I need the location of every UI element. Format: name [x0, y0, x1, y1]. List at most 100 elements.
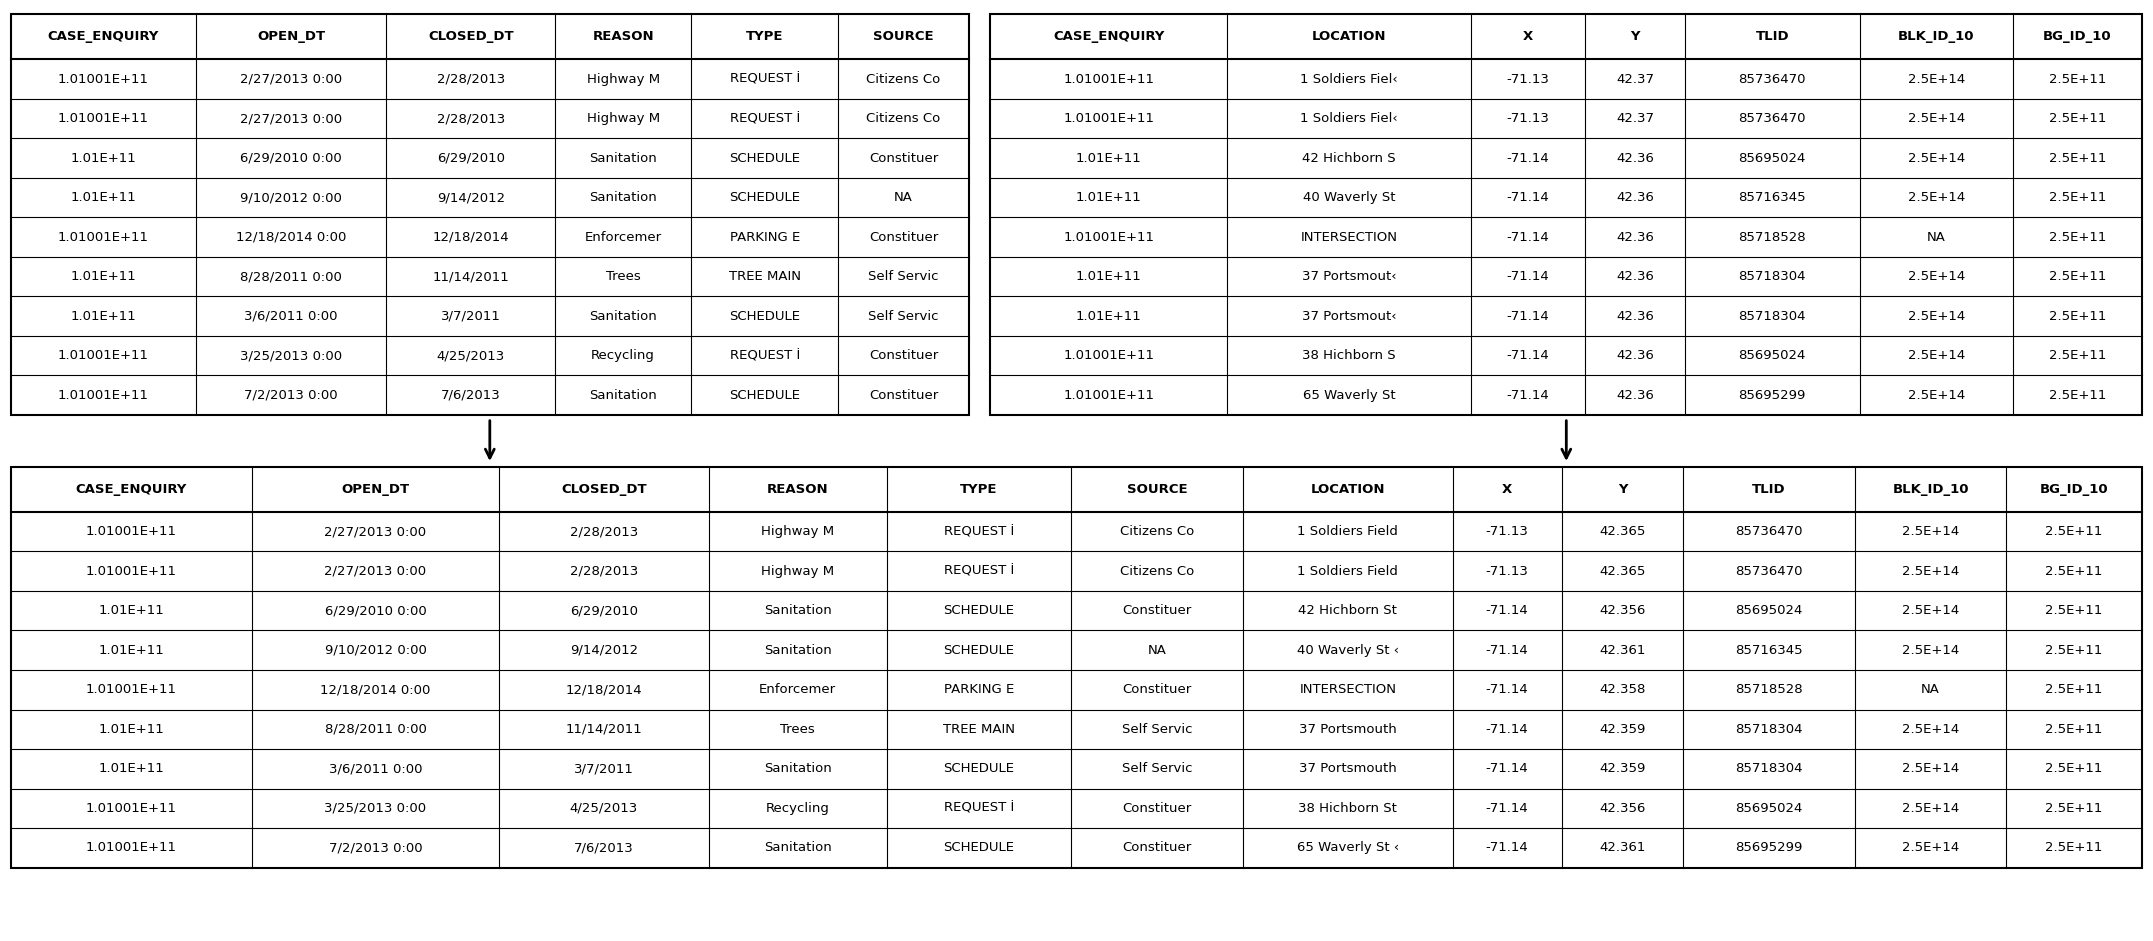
Text: -71.14: -71.14	[1507, 349, 1550, 362]
Text: 85716345: 85716345	[1735, 644, 1802, 657]
Text: 1.01E+11: 1.01E+11	[1076, 270, 1141, 283]
Text: Constituer: Constituer	[1122, 841, 1193, 854]
Text: Constituer: Constituer	[1122, 802, 1193, 815]
Text: BG_ID_10: BG_ID_10	[2043, 30, 2112, 43]
Text: CASE_ENQUIRY: CASE_ENQUIRY	[75, 483, 187, 496]
Text: 1.01E+11: 1.01E+11	[99, 723, 164, 736]
Text: 2/28/2013: 2/28/2013	[571, 565, 637, 578]
Text: SOURCE: SOURCE	[1126, 483, 1188, 496]
Text: 6/29/2010: 6/29/2010	[571, 604, 637, 617]
Text: 2/28/2013: 2/28/2013	[571, 525, 637, 538]
Text: LOCATION: LOCATION	[1311, 483, 1384, 496]
Text: NA: NA	[893, 191, 913, 204]
Text: LOCATION: LOCATION	[1311, 30, 1387, 43]
Bar	[11, 14, 969, 415]
Text: TLID: TLID	[1755, 30, 1789, 43]
Text: 1.01001E+11: 1.01001E+11	[1064, 72, 1154, 86]
Text: REASON: REASON	[592, 30, 655, 43]
Text: 2.5E+11: 2.5E+11	[2050, 310, 2106, 323]
Text: SCHEDULE: SCHEDULE	[730, 389, 801, 402]
Text: 1.01E+11: 1.01E+11	[1076, 310, 1141, 323]
Bar	[990, 14, 2142, 415]
Text: 85716345: 85716345	[1737, 191, 1806, 204]
Text: 42.365: 42.365	[1600, 565, 1645, 578]
Text: 6/29/2010 0:00: 6/29/2010 0:00	[241, 152, 342, 165]
Text: 2/27/2013 0:00: 2/27/2013 0:00	[325, 565, 426, 578]
Text: 9/10/2012 0:00: 9/10/2012 0:00	[325, 644, 426, 657]
Text: -71.14: -71.14	[1486, 802, 1529, 815]
Text: Constituer: Constituer	[870, 389, 939, 402]
Text: 85736470: 85736470	[1737, 112, 1806, 125]
Text: 1.01001E+11: 1.01001E+11	[1064, 112, 1154, 125]
Text: 85718528: 85718528	[1737, 231, 1806, 244]
Text: Self Servic: Self Servic	[1122, 723, 1193, 736]
Text: 2/27/2013 0:00: 2/27/2013 0:00	[239, 72, 342, 86]
Text: 42.36: 42.36	[1617, 349, 1654, 362]
Text: 3/25/2013 0:00: 3/25/2013 0:00	[239, 349, 342, 362]
Text: 85718304: 85718304	[1735, 762, 1802, 775]
Text: 2.5E+11: 2.5E+11	[2045, 565, 2103, 578]
Text: 9/14/2012: 9/14/2012	[437, 191, 504, 204]
Text: 2.5E+11: 2.5E+11	[2050, 270, 2106, 283]
Text: 2.5E+14: 2.5E+14	[1908, 152, 1966, 165]
Text: OPEN_DT: OPEN_DT	[342, 483, 409, 496]
Text: 3/25/2013 0:00: 3/25/2013 0:00	[325, 802, 426, 815]
Text: Constituer: Constituer	[870, 152, 939, 165]
Text: -71.14: -71.14	[1507, 270, 1550, 283]
Text: 2.5E+14: 2.5E+14	[1908, 270, 1966, 283]
Text: 85695024: 85695024	[1740, 152, 1806, 165]
Text: 12/18/2014: 12/18/2014	[433, 231, 508, 244]
Text: Y: Y	[1617, 483, 1628, 496]
Text: 1.01001E+11: 1.01001E+11	[86, 683, 177, 696]
Text: 1.01001E+11: 1.01001E+11	[86, 525, 177, 538]
Text: 42.37: 42.37	[1617, 112, 1654, 125]
Text: 2.5E+11: 2.5E+11	[2045, 683, 2103, 696]
Text: -71.14: -71.14	[1507, 310, 1550, 323]
Text: 12/18/2014: 12/18/2014	[566, 683, 642, 696]
Text: 37 Portsmouth: 37 Portsmouth	[1298, 723, 1397, 736]
Text: CLOSED_DT: CLOSED_DT	[562, 483, 646, 496]
Text: REQUEST İ: REQUEST İ	[730, 349, 799, 362]
Text: TREE MAIN: TREE MAIN	[728, 270, 801, 283]
Text: 2.5E+14: 2.5E+14	[1908, 112, 1966, 125]
Text: 2.5E+14: 2.5E+14	[1901, 644, 1959, 657]
Text: 1.01001E+11: 1.01001E+11	[86, 565, 177, 578]
Text: -71.14: -71.14	[1486, 723, 1529, 736]
Text: 1.01001E+11: 1.01001E+11	[58, 231, 149, 244]
Text: 85718528: 85718528	[1735, 683, 1802, 696]
Text: NA: NA	[1927, 231, 1946, 244]
Text: REQUEST İ: REQUEST İ	[943, 802, 1014, 815]
Text: 85695024: 85695024	[1740, 349, 1806, 362]
Text: 1.01E+11: 1.01E+11	[1076, 191, 1141, 204]
Text: 1.01001E+11: 1.01001E+11	[86, 802, 177, 815]
Text: -71.14: -71.14	[1486, 683, 1529, 696]
Text: 2.5E+11: 2.5E+11	[2045, 723, 2103, 736]
Text: 7/6/2013: 7/6/2013	[441, 389, 502, 402]
Text: 2.5E+11: 2.5E+11	[2050, 231, 2106, 244]
Text: TYPE: TYPE	[745, 30, 784, 43]
Text: 65 Waverly St: 65 Waverly St	[1303, 389, 1395, 402]
Text: 1 Soldiers Field: 1 Soldiers Field	[1298, 565, 1397, 578]
Text: 4/25/2013: 4/25/2013	[571, 802, 637, 815]
Text: -71.14: -71.14	[1486, 841, 1529, 854]
Text: Y: Y	[1630, 30, 1641, 43]
Text: Constituer: Constituer	[870, 349, 939, 362]
Text: 42 Hichborn St: 42 Hichborn St	[1298, 604, 1397, 617]
Text: CASE_ENQUIRY: CASE_ENQUIRY	[1053, 30, 1165, 43]
Text: TLID: TLID	[1753, 483, 1787, 496]
Text: 42.359: 42.359	[1600, 762, 1645, 775]
Text: Highway M: Highway M	[762, 525, 835, 538]
Text: INTERSECTION: INTERSECTION	[1300, 231, 1397, 244]
Text: 2.5E+14: 2.5E+14	[1908, 310, 1966, 323]
Text: 42.358: 42.358	[1600, 683, 1645, 696]
Text: 2/28/2013: 2/28/2013	[437, 112, 506, 125]
Text: 42.361: 42.361	[1600, 841, 1645, 854]
Text: 85718304: 85718304	[1737, 270, 1806, 283]
Text: -71.13: -71.13	[1507, 72, 1550, 86]
Text: 2.5E+14: 2.5E+14	[1908, 389, 1966, 402]
Text: Sanitation: Sanitation	[764, 604, 831, 617]
Text: INTERSECTION: INTERSECTION	[1300, 683, 1397, 696]
Text: 2.5E+14: 2.5E+14	[1908, 72, 1966, 86]
Text: 2.5E+14: 2.5E+14	[1901, 762, 1959, 775]
Text: 38 Hichborn St: 38 Hichborn St	[1298, 802, 1397, 815]
